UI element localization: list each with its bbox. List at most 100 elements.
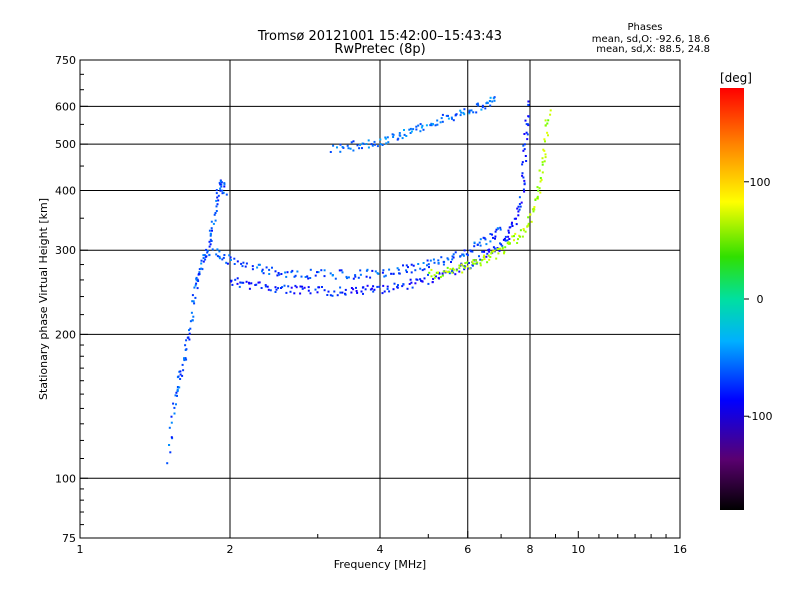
data-point [202, 260, 205, 263]
data-point [285, 291, 288, 294]
data-point [475, 111, 478, 114]
data-point [518, 208, 521, 211]
data-point [269, 289, 272, 292]
y-tick-label: 750 [55, 54, 76, 67]
data-point [318, 286, 321, 289]
data-point [448, 270, 451, 273]
data-point [428, 266, 430, 269]
data-point [463, 268, 466, 271]
data-point [236, 277, 239, 280]
data-point [479, 238, 482, 241]
data-point [515, 223, 518, 226]
data-point [468, 112, 471, 115]
x-axis-label: Frequency [MHz] [334, 558, 426, 571]
data-point [549, 109, 552, 112]
data-point [431, 281, 434, 284]
data-point [451, 258, 454, 261]
data-point [504, 246, 507, 249]
data-point [419, 130, 422, 133]
data-point [369, 288, 372, 291]
data-point [219, 189, 222, 192]
data-point [489, 233, 492, 235]
data-point [494, 235, 497, 238]
data-point [474, 262, 477, 265]
data-point [294, 274, 297, 277]
data-point [527, 216, 530, 219]
data-point [481, 106, 484, 109]
data-point [408, 128, 411, 131]
data-point [527, 123, 529, 126]
data-point [417, 124, 420, 127]
data-point [169, 451, 172, 454]
data-point [230, 279, 233, 282]
data-point [201, 268, 204, 271]
data-point [248, 281, 250, 284]
data-point [412, 264, 415, 267]
data-point [544, 140, 546, 143]
data-point [458, 264, 461, 267]
data-point [489, 256, 492, 258]
data-point [402, 264, 404, 267]
data-point [543, 160, 546, 163]
data-point [309, 292, 312, 295]
data-point [220, 183, 223, 186]
data-point [541, 161, 544, 164]
data-point [489, 104, 492, 107]
data-point [547, 119, 550, 122]
data-point [414, 282, 417, 285]
data-point [283, 284, 286, 287]
data-point [374, 143, 376, 146]
data-point [255, 283, 258, 286]
data-point [479, 262, 482, 265]
data-point [179, 370, 182, 373]
data-point [183, 357, 185, 360]
data-point [420, 279, 422, 282]
data-point [378, 285, 381, 288]
data-point [381, 144, 384, 146]
data-point [347, 276, 350, 279]
data-point [225, 261, 228, 264]
data-point [539, 180, 542, 183]
data-point [411, 286, 414, 289]
data-point [522, 229, 525, 232]
data-point [527, 103, 530, 106]
data-point [493, 99, 496, 102]
data-point [440, 256, 443, 259]
data-point [503, 250, 506, 253]
data-point [392, 136, 395, 138]
data-point [356, 144, 359, 147]
y-tick-label: 500 [55, 138, 76, 151]
data-point [482, 236, 485, 239]
y-tick-label: 75 [62, 532, 76, 545]
data-point [202, 254, 205, 257]
data-point [544, 153, 547, 156]
data-point [430, 124, 433, 127]
data-point [369, 276, 372, 279]
data-point [450, 116, 453, 119]
data-point [471, 260, 474, 263]
data-point [222, 256, 225, 259]
data-point [500, 243, 503, 246]
data-point [346, 144, 349, 147]
data-point [256, 266, 259, 269]
data-point [323, 289, 326, 292]
data-point [462, 265, 465, 268]
data-point [385, 142, 388, 145]
data-point [509, 226, 512, 229]
data-point [386, 288, 389, 290]
data-point [536, 197, 539, 200]
data-point [281, 286, 284, 289]
data-point [514, 232, 517, 235]
data-point [466, 265, 469, 268]
data-point [188, 332, 191, 335]
data-point [194, 296, 197, 299]
data-point [301, 285, 304, 288]
x-tick-label: 6 [464, 543, 471, 556]
data-point [175, 391, 178, 394]
data-point [209, 238, 212, 241]
data-point [447, 258, 450, 261]
data-point [430, 122, 433, 125]
data-point [435, 271, 438, 274]
data-point [517, 214, 520, 217]
data-point [379, 138, 382, 141]
